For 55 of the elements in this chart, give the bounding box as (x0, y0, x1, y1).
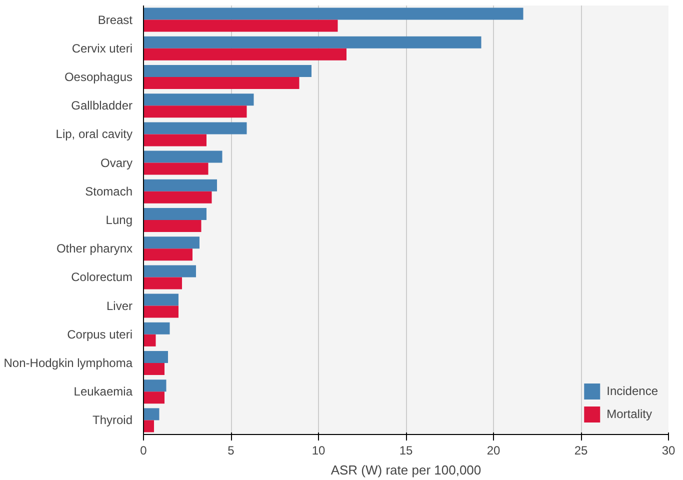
bar (144, 134, 206, 146)
bar (144, 363, 164, 376)
x-tick-label: 0 (140, 444, 148, 458)
bar (144, 94, 254, 106)
y-tick-label: Ovary (100, 156, 133, 170)
y-tick-label: Breast (98, 12, 134, 27)
bar (144, 236, 200, 249)
y-tick-label: Cervix uteri (72, 41, 133, 56)
x-axis-title: ASR (W) rate per 100,000 (330, 462, 482, 478)
bar (144, 191, 212, 204)
x-tick-label: 30 (662, 444, 676, 458)
y-tick-label: Other pharynx (56, 242, 133, 256)
x-tick-label: 25 (574, 444, 588, 458)
bar (144, 350, 168, 363)
legend-label: Mortality (606, 407, 652, 421)
bar (144, 294, 178, 306)
bar (144, 277, 182, 290)
bar (144, 64, 312, 77)
bar (144, 77, 300, 90)
bar (144, 334, 156, 346)
bar (144, 48, 346, 60)
x-tick-label: 20 (486, 444, 500, 458)
x-tick-label: 15 (399, 444, 413, 458)
bar (144, 220, 202, 232)
bar (144, 248, 192, 261)
bar (144, 150, 222, 163)
bar (144, 408, 160, 420)
y-tick-label: Gallbladder (71, 98, 133, 113)
bar (144, 306, 178, 318)
y-tick-label: Leukaemia (74, 384, 133, 399)
y-tick-label: Liver (106, 298, 133, 313)
bar (144, 322, 170, 334)
y-tick-label: Thyroid (92, 413, 132, 428)
legend-label: Incidence (606, 384, 658, 398)
y-tick-label: Non-Hodgkin lymphoma (4, 356, 133, 370)
bar (144, 36, 482, 48)
bar (144, 208, 206, 220)
bar (144, 392, 164, 404)
y-tick-label: Colorectum (71, 270, 133, 284)
x-tick-label: 5 (228, 444, 235, 458)
y-tick-label: Corpus uteri (67, 327, 133, 342)
bar (144, 380, 166, 392)
y-tick-label: Lung (106, 213, 133, 227)
bar (144, 265, 196, 278)
bar (144, 420, 154, 432)
bar (144, 162, 208, 175)
y-tick-label: Stomach (85, 184, 133, 198)
bar (144, 20, 338, 32)
y-tick-label: Lip, oral cavity (56, 127, 133, 142)
x-tick-label: 10 (312, 444, 326, 458)
bar (144, 179, 217, 192)
bar (144, 106, 247, 118)
bar (144, 8, 524, 20)
y-tick-label: Oesophagus (64, 70, 133, 84)
bar (144, 122, 247, 134)
